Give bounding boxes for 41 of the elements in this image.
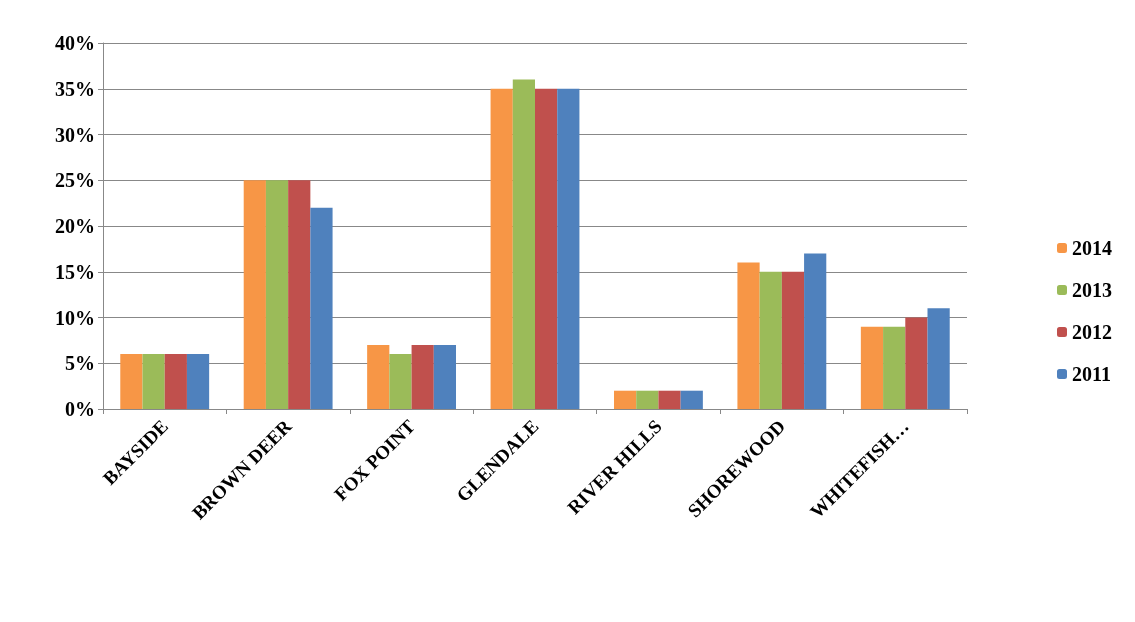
- bar: [120, 354, 143, 409]
- bar: [613, 390, 637, 409]
- y-tick-label: 15%: [55, 260, 95, 283]
- y-tick-label: 30%: [55, 123, 95, 146]
- y-tick-label: 10%: [55, 306, 95, 329]
- bar: [433, 344, 457, 409]
- bar: [804, 253, 827, 409]
- bar: [512, 79, 535, 409]
- y-tick-label: 40%: [55, 32, 95, 54]
- legend-label: 2011: [1072, 363, 1111, 385]
- bar: [389, 354, 412, 409]
- bar: [781, 271, 805, 409]
- bar: [288, 180, 311, 409]
- bar: [759, 271, 782, 409]
- bar: [186, 354, 210, 409]
- bar: [142, 354, 165, 409]
- bar: [557, 88, 580, 409]
- bar: [265, 180, 289, 409]
- bar: [883, 326, 906, 409]
- bar: [658, 390, 681, 409]
- bar: [905, 317, 928, 409]
- bar: [860, 326, 884, 409]
- legend-label: 2013: [1072, 279, 1112, 301]
- bar: [737, 262, 760, 409]
- y-tick-label: 20%: [55, 215, 95, 237]
- bar: [243, 180, 266, 409]
- bar: [411, 344, 434, 409]
- bar: [636, 390, 659, 409]
- y-tick-label: 0%: [65, 398, 95, 420]
- bar: [535, 88, 558, 409]
- bar: [310, 207, 333, 409]
- bar: [164, 354, 187, 409]
- y-tick-label: 25%: [55, 169, 95, 192]
- y-tick-label: 35%: [55, 77, 95, 100]
- bar: [367, 344, 390, 409]
- legend-label: 2012: [1072, 321, 1112, 343]
- y-tick-label: 5%: [65, 352, 95, 375]
- bar: [927, 308, 950, 409]
- bar: [490, 88, 513, 409]
- bar: [680, 390, 703, 409]
- legend-label: 2014: [1072, 237, 1112, 259]
